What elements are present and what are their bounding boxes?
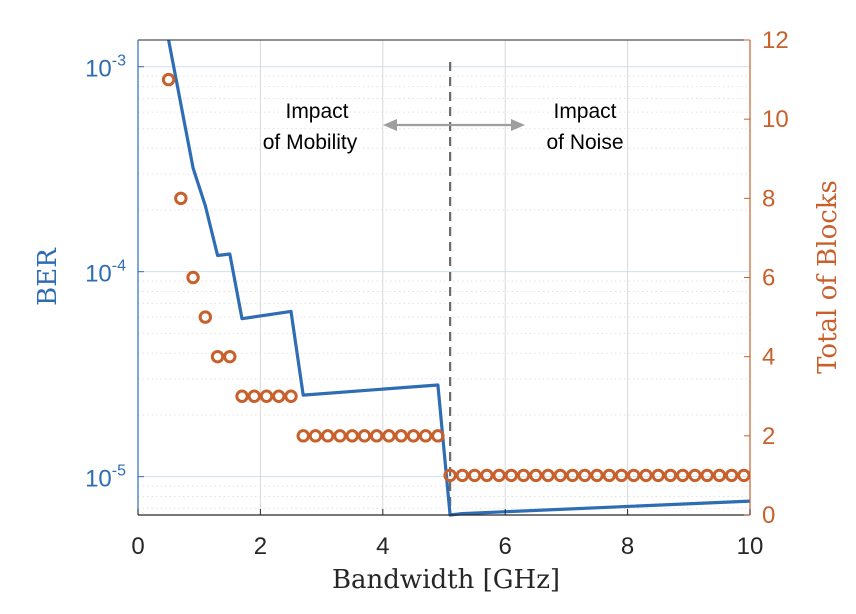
- blocks-marker: [369, 429, 384, 443]
- blocks-marker: [418, 429, 433, 443]
- blocks-marker: [406, 429, 421, 443]
- blocks-marker: [321, 429, 335, 443]
- blocks-marker: [651, 468, 665, 483]
- y-axis-label-left: BER: [33, 247, 63, 306]
- x-tick-label: 2: [254, 533, 267, 560]
- arrow-head-left: [383, 119, 397, 131]
- y-left-tick-exponent: -4: [112, 258, 126, 275]
- axes-frame: [137, 39, 751, 516]
- blocks-marker: [308, 429, 323, 443]
- blocks-marker: [467, 468, 482, 483]
- y-right-tick-label: 12: [762, 27, 789, 54]
- blocks-marker: [382, 429, 396, 443]
- y-left-tick-base: 10: [85, 466, 112, 493]
- blocks-marker: [700, 468, 714, 483]
- blocks-marker: [675, 468, 690, 483]
- blocks-marker: [443, 468, 457, 483]
- annotation-mobility-line2: of Mobility: [263, 131, 358, 154]
- blocks-marker: [553, 468, 567, 483]
- blocks-marker: [504, 468, 519, 483]
- y-right-tick-label: 10: [762, 106, 789, 133]
- blocks-marker: [296, 429, 310, 443]
- blocks-marker: [174, 191, 188, 206]
- blocks-marker: [198, 310, 213, 324]
- x-tick-label: 0: [131, 533, 144, 560]
- y-right-tick-label: 8: [762, 185, 775, 212]
- x-tick-label: 8: [621, 533, 634, 560]
- blocks-marker: [529, 468, 543, 483]
- annotation-mobility-line1: Impact: [285, 100, 348, 123]
- blocks-series: [161, 72, 751, 483]
- blocks-marker: [186, 270, 200, 285]
- blocks-marker: [565, 468, 580, 483]
- blocks-marker: [712, 468, 727, 483]
- blocks-marker: [210, 349, 225, 364]
- blocks-marker: [272, 389, 286, 403]
- blocks-marker: [724, 468, 739, 483]
- blocks-marker: [247, 389, 261, 403]
- y-left-tick-base: 10: [85, 261, 112, 288]
- blocks-marker: [663, 468, 678, 483]
- blocks-marker: [602, 468, 616, 483]
- arrow-head-right: [511, 119, 525, 131]
- blocks-marker: [492, 468, 506, 483]
- blocks-marker: [541, 468, 555, 483]
- annotation-group: Impact of Mobility Impact of Noise: [263, 100, 624, 154]
- y-left-tick-label: 10-5: [85, 463, 126, 493]
- blocks-marker: [516, 468, 531, 483]
- blocks-marker: [639, 468, 653, 483]
- blocks-marker: [223, 349, 237, 364]
- y-left-tick-exponent: -5: [112, 463, 126, 480]
- x-axis-label: Bandwidth [GHz]: [332, 565, 560, 595]
- x-tick-label: 6: [499, 533, 512, 560]
- blocks-marker: [578, 468, 592, 483]
- blocks-marker: [161, 72, 176, 87]
- y-axis-label-right: Total of Blocks: [813, 180, 843, 374]
- blocks-marker: [235, 389, 249, 403]
- y-right-tick-label: 0: [762, 502, 775, 529]
- ber-line: [167, 39, 751, 517]
- y-left-tick-label: 10-4: [85, 258, 126, 288]
- x-tick-label: 10: [737, 533, 764, 560]
- annotation-noise-line2: of Noise: [546, 131, 623, 154]
- blocks-marker: [590, 468, 604, 483]
- blocks-marker: [737, 468, 751, 483]
- y-left-tick-base: 10: [85, 56, 112, 83]
- y-left-tick-exponent: -3: [112, 53, 126, 70]
- blocks-marker: [394, 429, 408, 443]
- blocks-marker: [431, 429, 445, 443]
- y-right-tick-label: 2: [762, 423, 775, 450]
- y-left-tick-label: 10-3: [85, 53, 126, 83]
- x-tick-label: 4: [376, 533, 389, 560]
- blocks-marker: [614, 468, 629, 483]
- blocks-marker: [480, 468, 494, 483]
- blocks-marker: [627, 468, 641, 483]
- blocks-marker: [688, 468, 702, 483]
- blocks-marker: [455, 468, 470, 483]
- blocks-marker: [284, 389, 298, 403]
- blocks-marker: [333, 429, 347, 443]
- ber-series: [167, 39, 751, 517]
- y-right-tick-label: 4: [762, 344, 775, 371]
- blocks-marker: [259, 389, 274, 403]
- annotation-noise-line1: Impact: [553, 100, 616, 123]
- y-right-tick-label: 6: [762, 265, 775, 292]
- blocks-marker: [345, 429, 359, 443]
- blocks-marker: [357, 429, 372, 443]
